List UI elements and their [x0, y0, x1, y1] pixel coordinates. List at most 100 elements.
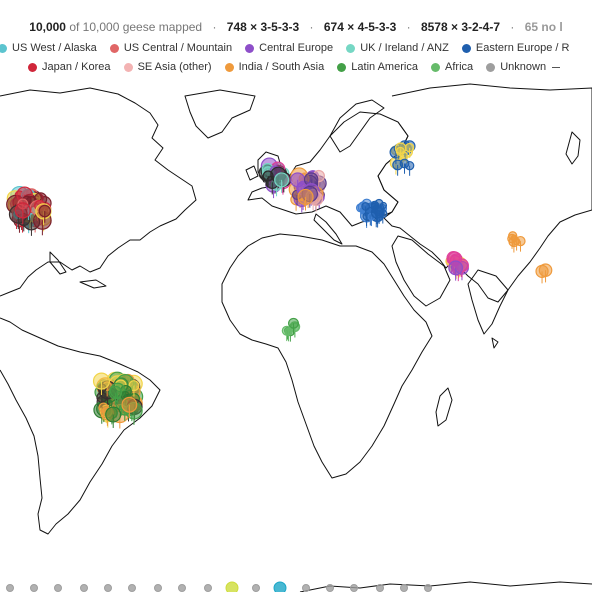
italy-outline: [313, 213, 343, 245]
south-america-outline: [0, 317, 161, 535]
florida-outline: [49, 251, 67, 275]
legend-dot-icon: [337, 62, 347, 72]
ireland-outline: [245, 165, 259, 181]
legend-item-india[interactable]: India / South Asia: [224, 60, 324, 74]
arabia-outline: [391, 235, 451, 307]
legend-dot-icon: [224, 62, 234, 72]
separator-dot: ·: [406, 20, 411, 34]
stats-bar: 10,000 of 10,000 geese mapped · 748 × 3-…: [0, 19, 592, 35]
scandinavia-outline: [329, 99, 385, 153]
legend-item-uk-ireland[interactable]: UK / Ireland / ANZ: [346, 41, 449, 55]
legend-dot-icon: [245, 43, 255, 53]
legend-dot-icon: [28, 62, 37, 72]
legend-dot-icon: [346, 43, 356, 53]
unlocated-goose-marker[interactable]: [302, 584, 310, 592]
unlocated-goose-marker[interactable]: [273, 581, 287, 592]
legend-item-us-central[interactable]: US Central / Mountain: [109, 41, 233, 55]
separator-dot: ·: [212, 20, 217, 34]
cluster-uk[interactable]: [258, 157, 292, 199]
unlocated-goose-marker[interactable]: [128, 584, 136, 592]
world-map[interactable]: [0, 76, 592, 592]
legend-label: SE Asia (other): [137, 61, 212, 73]
legend-item-central-europe[interactable]: Central Europe: [245, 41, 333, 55]
goose-marker: [448, 260, 464, 276]
combo-stat-1: 748 × 3-5-3-3: [226, 20, 300, 34]
unlocated-goose-marker[interactable]: [252, 584, 260, 592]
goose-marker: [288, 317, 299, 329]
legend-label: Unknown: [500, 61, 547, 73]
separator-dot: ·: [510, 20, 515, 34]
land-outlines: [0, 83, 592, 592]
goose-marker: [262, 170, 274, 182]
africa-outline: [221, 233, 433, 479]
unlocated-goose-marker[interactable]: [6, 584, 14, 592]
cluster-gulf[interactable]: [445, 251, 469, 282]
unlocated-goose-marker[interactable]: [350, 584, 358, 592]
legend-item-japan-korea[interactable]: Japan / Korea: [28, 60, 111, 74]
cluster-northeast-europe[interactable]: [389, 140, 416, 176]
mapped-of-text: of 10,000 geese mapped: [69, 20, 203, 34]
combo-stat-3: 8578 × 3-2-4-7: [420, 20, 501, 34]
legend-dot-icon: [486, 62, 496, 72]
goose-marker: [297, 188, 314, 206]
sri-lanka-outline: [491, 337, 499, 349]
greenland-outline: [184, 89, 256, 139]
unlocated-goose-marker[interactable]: [225, 581, 239, 592]
legend-dash: [552, 66, 561, 68]
legend-label: Eastern Europe / R: [475, 42, 570, 54]
cluster-central-europe[interactable]: [288, 167, 327, 213]
unlocated-goose-marker[interactable]: [326, 584, 334, 592]
unlocated-goose-marker[interactable]: [400, 584, 408, 592]
unlocated-goose-marker[interactable]: [104, 584, 112, 592]
cluster-india-north[interactable]: [507, 231, 526, 253]
cluster-africa[interactable]: [281, 317, 301, 342]
unlocated-goose-marker[interactable]: [376, 584, 384, 592]
legend-item-se-asia[interactable]: SE Asia (other): [123, 60, 212, 74]
legend-item-us-west[interactable]: US West / Alaska: [0, 41, 97, 55]
separator-dot: ·: [309, 20, 314, 34]
caribbean-outline: [79, 279, 107, 289]
india-outline: [467, 269, 509, 335]
legend-item-africa[interactable]: Africa: [431, 60, 473, 74]
goose-marker: [394, 142, 407, 155]
goose-marker: [108, 385, 123, 400]
goose-marker: [284, 327, 293, 336]
madagascar-outline: [435, 387, 453, 427]
unlocated-goose-marker[interactable]: [424, 584, 432, 592]
goose-marker: [128, 380, 140, 392]
legend-item-unknown[interactable]: Unknown: [486, 60, 561, 74]
goose-marker: [105, 406, 122, 423]
goose-marker: [92, 372, 111, 390]
cluster-india-east[interactable]: [535, 263, 553, 284]
cluster-brazil[interactable]: [92, 371, 144, 429]
unlocated-goose-marker[interactable]: [178, 584, 186, 592]
legend-label: US Central / Mountain: [123, 42, 233, 54]
legend-item-latin-america[interactable]: Latin America: [337, 60, 418, 74]
combo-stat-2: 674 × 4-5-3-3: [323, 20, 397, 34]
legend-label: Latin America: [351, 61, 418, 73]
asia-outline: [377, 83, 592, 303]
cluster-us-east[interactable]: [6, 185, 52, 236]
legend-dot-icon: [109, 43, 119, 53]
unlocated-goose-marker[interactable]: [204, 584, 212, 592]
goose-marker: [121, 396, 138, 413]
legend-label: Africa: [445, 61, 474, 73]
goose-marker: [38, 204, 52, 218]
no-location-count: 65 no l: [524, 20, 563, 34]
goose-markers: [6, 140, 553, 429]
legend-label: Japan / Korea: [42, 61, 111, 73]
unlocated-goose-marker[interactable]: [30, 584, 38, 592]
legend-dot-icon: [123, 62, 133, 72]
north-america-outline: [0, 87, 197, 297]
goose-marker: [399, 158, 410, 169]
unlocated-goose-marker[interactable]: [80, 584, 88, 592]
legend-dot-icon: [431, 62, 441, 72]
cluster-eastern-europe[interactable]: [355, 198, 388, 228]
legend-label: Central Europe: [259, 42, 334, 54]
legend-item-eastern-europe[interactable]: Eastern Europe / R: [461, 41, 570, 55]
unlocated-goose-marker[interactable]: [154, 584, 162, 592]
goose-marker: [404, 142, 415, 153]
legend-label: UK / Ireland / ANZ: [360, 42, 449, 54]
unlocated-goose-marker[interactable]: [54, 584, 62, 592]
antarctica-outline: [299, 581, 592, 592]
